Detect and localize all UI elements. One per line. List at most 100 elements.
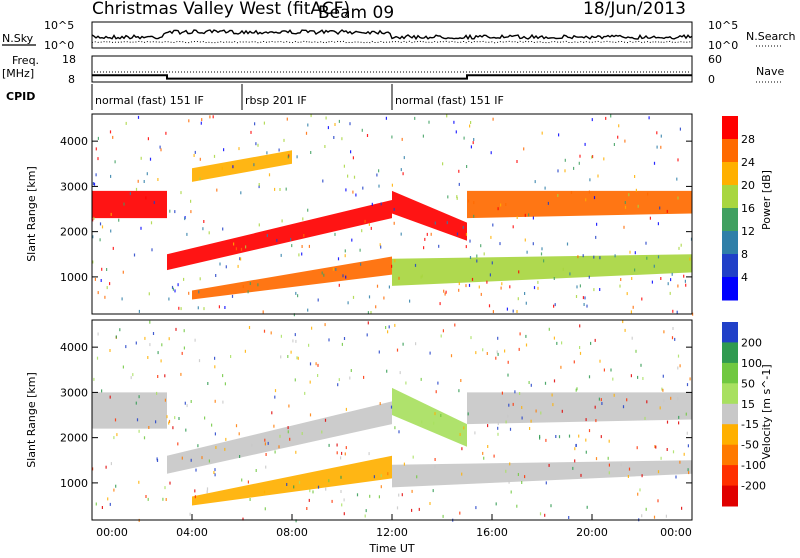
echo-speckle [493,454,495,458]
echo-speckle [412,455,414,459]
y-tick-label: 4000 [60,341,88,354]
echo-speckle [677,196,679,200]
echo-speckle [630,310,632,314]
echo-speckle [253,163,255,167]
echo-speckle [537,286,539,290]
echo-speckle [296,155,298,159]
echo-speckle [482,451,484,455]
echo-speckle [159,145,161,149]
echo-speckle [168,297,170,301]
echo-speckle [122,270,124,274]
echo-speckle [317,485,320,489]
echo-speckle [181,351,183,355]
echo-speckle [583,303,585,306]
echo-speckle [342,274,344,278]
echo-speckle [545,481,547,485]
echo-speckle [394,323,396,327]
echo-speckle [216,188,218,192]
echo-speckle [393,207,395,211]
echo-speckle [309,362,312,366]
echo-speckle [657,499,659,503]
echo-speckle [429,502,431,505]
echo-speckle [530,383,532,387]
echo-speckle [168,421,170,425]
echo-speckle [573,166,575,170]
freq-unit: [MHz] [2,67,34,80]
echo-speckle [624,201,626,204]
echo-speckle [529,427,531,430]
echo-speckle [328,338,330,342]
echo-speckle [295,450,297,454]
echo-speckle [341,342,343,346]
echo-speckle [518,347,520,351]
echo-speckle [670,396,672,400]
echo-speckle [580,473,582,477]
echo-speckle [195,468,197,472]
noise-tick-top: 10^5 [44,19,74,32]
echo-speckle [190,210,192,214]
echo-speckle [653,515,656,519]
freq-tick-bottom: 8 [68,73,75,86]
echo-speckle [458,282,460,286]
echo-speckle [110,229,112,233]
echo-speckle [490,151,492,155]
echo-speckle [434,458,436,461]
echo-speckle [537,280,539,284]
echo-speckle [444,292,446,296]
echo-speckle [383,296,385,300]
echo-speckle [309,413,312,417]
echo-speckle [344,249,346,253]
echo-speckle [659,206,661,210]
echo-speckle [426,232,428,236]
echo-speckle [442,162,444,166]
echo-speckle [200,121,202,125]
echo-speckle [595,235,597,239]
echo-speckle [214,468,216,472]
echo-speckle [323,273,325,277]
echo-speckle [136,418,139,422]
echo-speckle [92,235,94,239]
echo-speckle [424,237,426,241]
echo-speckle [307,208,309,212]
echo-speckle [398,493,400,497]
echo-speckle [263,121,265,125]
echo-speckle [683,452,685,456]
echo-speckle [639,488,641,492]
echo-speckle [125,121,127,125]
echo-speckle [110,212,112,216]
echo-speckle [140,156,142,160]
echo-speckle [516,504,518,508]
velocity-speckle [92,320,691,523]
echo-speckle [258,185,260,189]
echo-speckle [364,514,366,518]
echo-speckle [138,429,140,433]
echo-speckle [676,177,678,181]
echo-speckle [466,165,468,168]
echo-speckle [554,303,556,307]
echo-speckle [166,415,168,419]
echo-speckle [622,405,625,409]
echo-speckle [489,273,491,277]
echo-speckle [663,330,665,334]
echo-speckle [524,213,526,217]
echo-speckle [641,474,643,478]
echo-speckle [325,487,327,491]
echo-speckle [368,452,370,456]
echo-speckle [262,310,264,314]
echo-speckle [610,114,612,118]
echo-speckle [249,282,251,285]
echo-speckle [149,320,151,324]
echo-speckle [379,243,381,247]
echo-speckle [341,503,343,507]
echo-speckle [145,196,147,200]
colorbar-swatch [722,403,738,425]
echo-speckle [114,160,116,164]
echo-speckle [390,405,393,409]
noise-tick-bottom: 10^0 [44,39,74,52]
echo-speckle [635,188,637,192]
colorbar-tick-label: -15 [741,418,759,431]
echo-speckle [344,254,346,258]
echo-speckle [507,414,509,418]
echo-speckle [644,416,646,420]
echo-speckle [454,323,456,327]
